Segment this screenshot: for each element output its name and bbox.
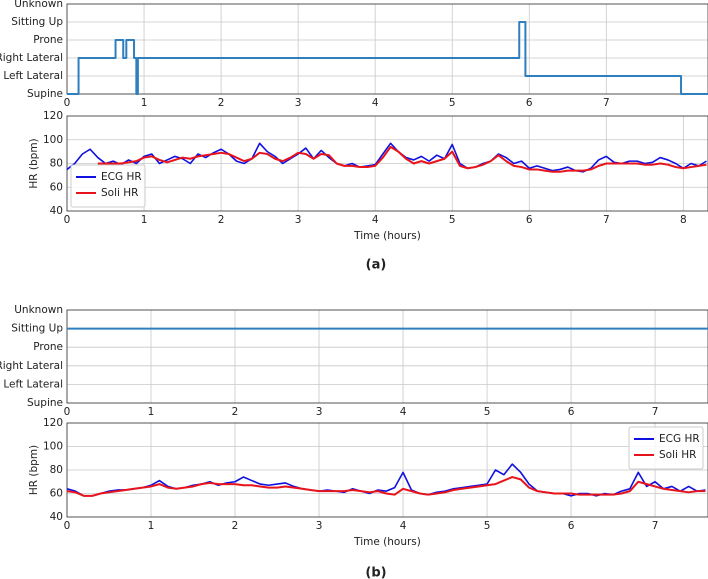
data-line (66, 463, 706, 497)
y-axis-label: HR (bpm) (28, 138, 40, 188)
y-tick-label: 100 (43, 441, 63, 453)
y-tick-label: 40 (50, 511, 63, 523)
caption: (b) (365, 566, 386, 579)
x-tick-label: 3 (316, 406, 323, 418)
x-tick-label: 2 (232, 520, 239, 532)
y-tick-label: Prone (33, 34, 63, 46)
legend-box (628, 426, 704, 470)
y-tick-label: 100 (43, 134, 63, 146)
data-line (66, 476, 706, 497)
y-tick-label: 80 (50, 158, 63, 170)
axes-frame (66, 3, 708, 95)
x-tick-label: 4 (400, 520, 407, 532)
y-tick-label: Right Lateral (0, 52, 63, 64)
legend-label: ECG HR (101, 171, 142, 183)
y-tick-label: Right Lateral (0, 360, 63, 372)
y-tick-label: 60 (50, 488, 63, 500)
x-tick-label: 6 (526, 214, 533, 226)
x-axis-label: Time (hours) (353, 536, 421, 548)
x-axis-label: Time (hours) (353, 230, 421, 242)
x-tick-label: 3 (295, 97, 302, 109)
y-tick-label: 80 (50, 464, 63, 476)
x-tick-label: 7 (603, 97, 610, 109)
y-tick-label: Left Lateral (3, 378, 63, 390)
y-tick-label: Sitting Up (11, 323, 63, 335)
x-tick-label: 4 (372, 214, 379, 226)
x-tick-label: 2 (218, 97, 225, 109)
legend-label: Soli HR (101, 187, 138, 199)
y-tick-label: Unknown (14, 304, 63, 316)
x-tick-label: 0 (64, 97, 71, 109)
x-tick-label: 3 (295, 214, 302, 226)
x-tick-label: 8 (680, 214, 687, 226)
x-tick-label: 5 (484, 406, 491, 418)
x-tick-label: 4 (372, 97, 379, 109)
data-line (67, 21, 708, 95)
x-tick-label: 5 (449, 97, 456, 109)
y-tick-label: 120 (43, 110, 63, 122)
x-tick-label: 0 (64, 520, 71, 532)
data-line (97, 145, 707, 173)
data-line (66, 142, 707, 173)
x-tick-label: 6 (526, 97, 533, 109)
y-tick-label: 120 (43, 417, 63, 429)
legend-label: Soli HR (659, 449, 696, 461)
y-tick-label: Left Lateral (3, 70, 63, 82)
legend-box (70, 164, 146, 208)
x-tick-label: 6 (568, 520, 575, 532)
x-tick-label: 1 (148, 406, 155, 418)
y-axis-label: HR (bpm) (28, 445, 40, 495)
x-tick-label: 1 (141, 97, 148, 109)
y-tick-label: 40 (50, 205, 63, 217)
axes-frame (66, 422, 708, 518)
x-tick-label: 2 (218, 214, 225, 226)
x-tick-label: 7 (652, 406, 659, 418)
x-tick-label: 0 (64, 406, 71, 418)
x-tick-label: 6 (568, 406, 575, 418)
x-tick-label: 3 (316, 520, 323, 532)
x-tick-label: 5 (449, 214, 456, 226)
y-tick-label: Prone (33, 341, 63, 353)
legend-label: ECG HR (659, 433, 700, 445)
x-tick-label: 7 (652, 520, 659, 532)
x-tick-label: 1 (148, 520, 155, 532)
x-tick-label: 4 (400, 406, 407, 418)
axes-frame (66, 309, 708, 404)
y-tick-label: Sitting Up (11, 16, 63, 28)
x-tick-label: 0 (64, 214, 71, 226)
x-tick-label: 5 (484, 520, 491, 532)
y-tick-label: Unknown (14, 0, 63, 10)
y-tick-label: Supine (27, 88, 63, 100)
x-tick-label: 7 (603, 214, 610, 226)
axes-frame (66, 115, 708, 212)
y-tick-label: 60 (50, 181, 63, 193)
caption: (a) (366, 258, 387, 273)
x-tick-label: 1 (141, 214, 148, 226)
x-tick-label: 2 (232, 406, 239, 418)
y-tick-label: Supine (27, 397, 63, 409)
